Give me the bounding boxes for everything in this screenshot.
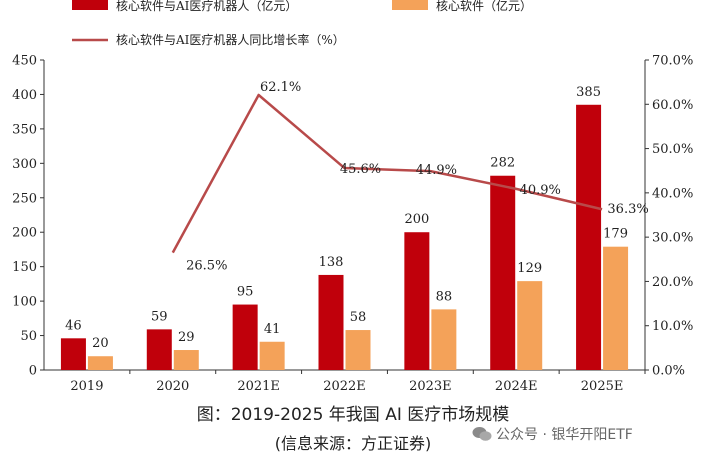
- growth-label: 45.6%: [340, 162, 381, 177]
- legend: 核心软件与AI医疗机器人（亿元） 核心软件（亿元） 核心软件与AI医疗机器人同比…: [72, 0, 532, 47]
- bar-label-software: 20: [92, 336, 109, 351]
- legend-label-series-3: 核心软件与AI医疗机器人同比增长率（%）: [116, 32, 345, 47]
- x-tick-label: 2025E: [581, 379, 624, 394]
- right-tick-label: 50.0%: [652, 142, 693, 157]
- bar-label-software: 129: [517, 261, 542, 276]
- axes: 0 50 100 150 200 250 300 350 400 450 0.0% 10.0% 20.0…: [12, 54, 693, 395]
- data-labels: 46 59 95 138 200 282 385 20 29 41 58 88 129 179 26.5% 6…: [65, 80, 649, 351]
- bar-label-total: 95: [237, 285, 254, 300]
- x-tick-label: 2022E: [323, 379, 366, 394]
- bar-label-total: 385: [576, 85, 601, 100]
- left-tick-label: 50: [20, 329, 37, 344]
- bar-label-total: 59: [151, 309, 168, 324]
- bar-label-software: 29: [178, 330, 195, 345]
- bar-total-2024E: [490, 175, 516, 370]
- caption-title: 图：2019-2025 年我国 AI 医疗市场规模: [196, 405, 510, 425]
- growth-label: 44.9%: [416, 163, 457, 178]
- caption-source: (信息来源：方正证券): [274, 434, 432, 453]
- bar-software-2023E: [431, 309, 457, 370]
- left-tick-label: 400: [12, 88, 37, 103]
- growth-label: 36.3%: [607, 202, 648, 217]
- bar-label-total: 46: [65, 318, 82, 333]
- bar-total-2023E: [404, 232, 430, 370]
- growth-label: 62.1%: [260, 80, 301, 95]
- bar-total-2019: [60, 338, 86, 370]
- growth-line: [171, 93, 603, 254]
- x-tick-label: 2019: [70, 379, 103, 394]
- right-tick-label: 10.0%: [652, 319, 693, 334]
- right-tick-label: 0.0%: [652, 364, 685, 379]
- x-tick-label: 2020: [156, 379, 189, 394]
- left-tick-label: 150: [12, 260, 37, 275]
- growth-label: 40.9%: [520, 183, 561, 198]
- bar-total-2020: [146, 329, 172, 370]
- x-tick-label: 2021E: [237, 379, 280, 394]
- bar-software-2019: [87, 356, 113, 370]
- right-tick-label: 70.0%: [652, 54, 693, 69]
- growth-line-path: [171, 93, 603, 254]
- bar-total-2021E: [232, 304, 258, 370]
- legend-swatch-series-2: [392, 0, 428, 10]
- bar-label-software: 88: [436, 289, 453, 304]
- watermark: 公众号 · 银华开阳ETF: [472, 424, 633, 444]
- bar-label-software: 58: [350, 310, 367, 325]
- bar-software-2022E: [345, 330, 371, 370]
- legend-swatch-series-1: [72, 0, 108, 10]
- growth-label: 26.5%: [186, 259, 227, 274]
- bar-software-2021E: [259, 341, 285, 370]
- wechat-icon: [472, 427, 492, 441]
- bar-label-total: 282: [490, 156, 515, 171]
- x-tick-label: 2024E: [495, 379, 538, 394]
- bar-label-total: 200: [404, 212, 429, 227]
- watermark-text: 公众号 · 银华开阳ETF: [496, 427, 633, 443]
- x-tick-label: 2023E: [409, 379, 452, 394]
- legend-label-series-2: 核心软件（亿元）: [436, 0, 532, 13]
- bar-total-2025E: [576, 104, 602, 371]
- left-tick-label: 300: [12, 157, 37, 172]
- bar-software-2024E: [517, 281, 543, 370]
- right-tick-label: 60.0%: [652, 98, 693, 113]
- left-tick-label: 350: [12, 122, 37, 137]
- bar-software-2020: [173, 350, 199, 370]
- legend-label-series-1: 核心软件与AI医疗机器人（亿元）: [116, 0, 297, 13]
- bar-total-2022E: [318, 274, 344, 370]
- left-tick-label: 100: [12, 295, 37, 310]
- bar-software-2025E: [603, 246, 629, 370]
- bar-label-software: 179: [603, 227, 628, 242]
- left-tick-label: 200: [12, 226, 37, 241]
- bar-label-software: 41: [264, 322, 281, 337]
- bars: [60, 104, 629, 371]
- right-tick-label: 40.0%: [652, 186, 693, 201]
- chart: 核心软件与AI医疗机器人（亿元） 核心软件（亿元） 核心软件与AI医疗机器人同比…: [12, 0, 693, 395]
- right-tick-label: 20.0%: [652, 275, 693, 290]
- left-tick-label: 250: [12, 191, 37, 206]
- bar-label-total: 138: [319, 255, 344, 270]
- right-tick-label: 30.0%: [652, 231, 693, 246]
- left-tick-label: 0: [29, 364, 37, 379]
- left-tick-label: 450: [12, 54, 37, 69]
